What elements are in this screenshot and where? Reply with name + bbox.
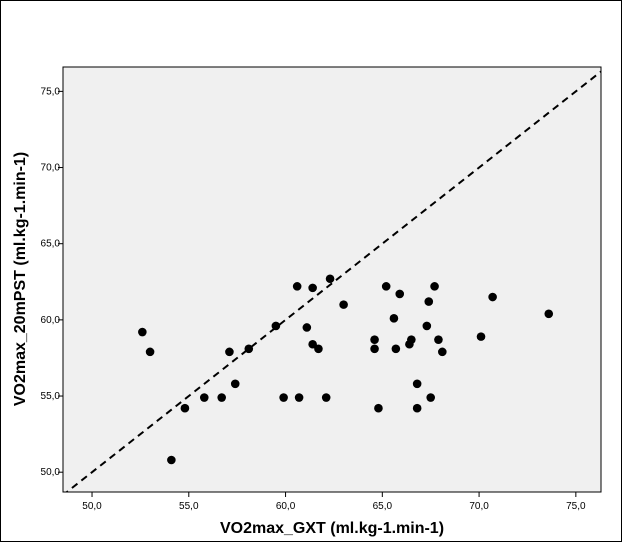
data-points: [138, 274, 554, 465]
y-tick-label: 65,0: [41, 239, 61, 250]
data-point: [544, 309, 554, 319]
y-tick-label: 60,0: [41, 315, 61, 326]
data-point: [389, 314, 399, 323]
data-point: [244, 344, 254, 354]
data-point: [271, 321, 281, 331]
x-tick-label: 75,0: [566, 501, 586, 512]
data-point: [339, 300, 348, 309]
y-tick-label: 75,0: [41, 86, 61, 97]
data-point: [424, 297, 434, 306]
data-point: [308, 339, 317, 349]
data-point: [370, 344, 379, 354]
data-point: [370, 335, 379, 344]
data-point: [292, 282, 302, 291]
x-axis-title: VO2max_GXT (ml.kg-1.min-1): [220, 520, 444, 537]
data-point: [302, 323, 312, 332]
data-point: [279, 393, 288, 402]
data-point: [438, 347, 447, 357]
x-tick-label: 60,0: [276, 501, 296, 512]
data-point: [412, 379, 422, 389]
data-point: [294, 393, 304, 402]
data-point: [225, 347, 234, 357]
data-point: [412, 403, 422, 413]
data-point: [167, 455, 176, 465]
data-point: [422, 321, 432, 331]
x-tick-label: 50,0: [82, 501, 102, 512]
x-axis: 50,0 55,0 60,0 65,0 70,0 75,0: [82, 492, 586, 512]
x-tick-label: 65,0: [373, 501, 393, 512]
y-axis-title: VO2max_20mPST (ml.kg-1.min-1): [12, 152, 29, 406]
data-point: [488, 292, 497, 302]
data-point: [145, 347, 155, 357]
data-point: [199, 393, 209, 402]
data-point: [314, 344, 323, 354]
data-point: [391, 344, 401, 354]
x-tick-label: 55,0: [179, 501, 199, 512]
y-tick-label: 50,0: [41, 467, 61, 478]
data-point: [426, 393, 435, 402]
y-tick-label: 70,0: [41, 163, 61, 174]
data-point: [230, 379, 240, 389]
data-point: [180, 403, 190, 413]
data-point: [395, 289, 405, 299]
x-tick-label: 70,0: [469, 501, 489, 512]
y-axis: 50,0 55,0 60,0 65,0 70,0 75,0: [41, 86, 63, 478]
data-point: [476, 332, 486, 341]
y-tick-label: 55,0: [41, 391, 61, 402]
data-point: [138, 327, 147, 337]
data-point: [374, 403, 383, 413]
data-point: [407, 335, 416, 344]
data-point: [325, 274, 335, 284]
data-point: [381, 282, 391, 291]
data-point: [430, 282, 439, 291]
data-point: [321, 393, 331, 402]
data-point: [434, 335, 443, 344]
data-point: [217, 393, 226, 402]
data-point: [308, 283, 317, 293]
reference-line: [65, 70, 601, 492]
